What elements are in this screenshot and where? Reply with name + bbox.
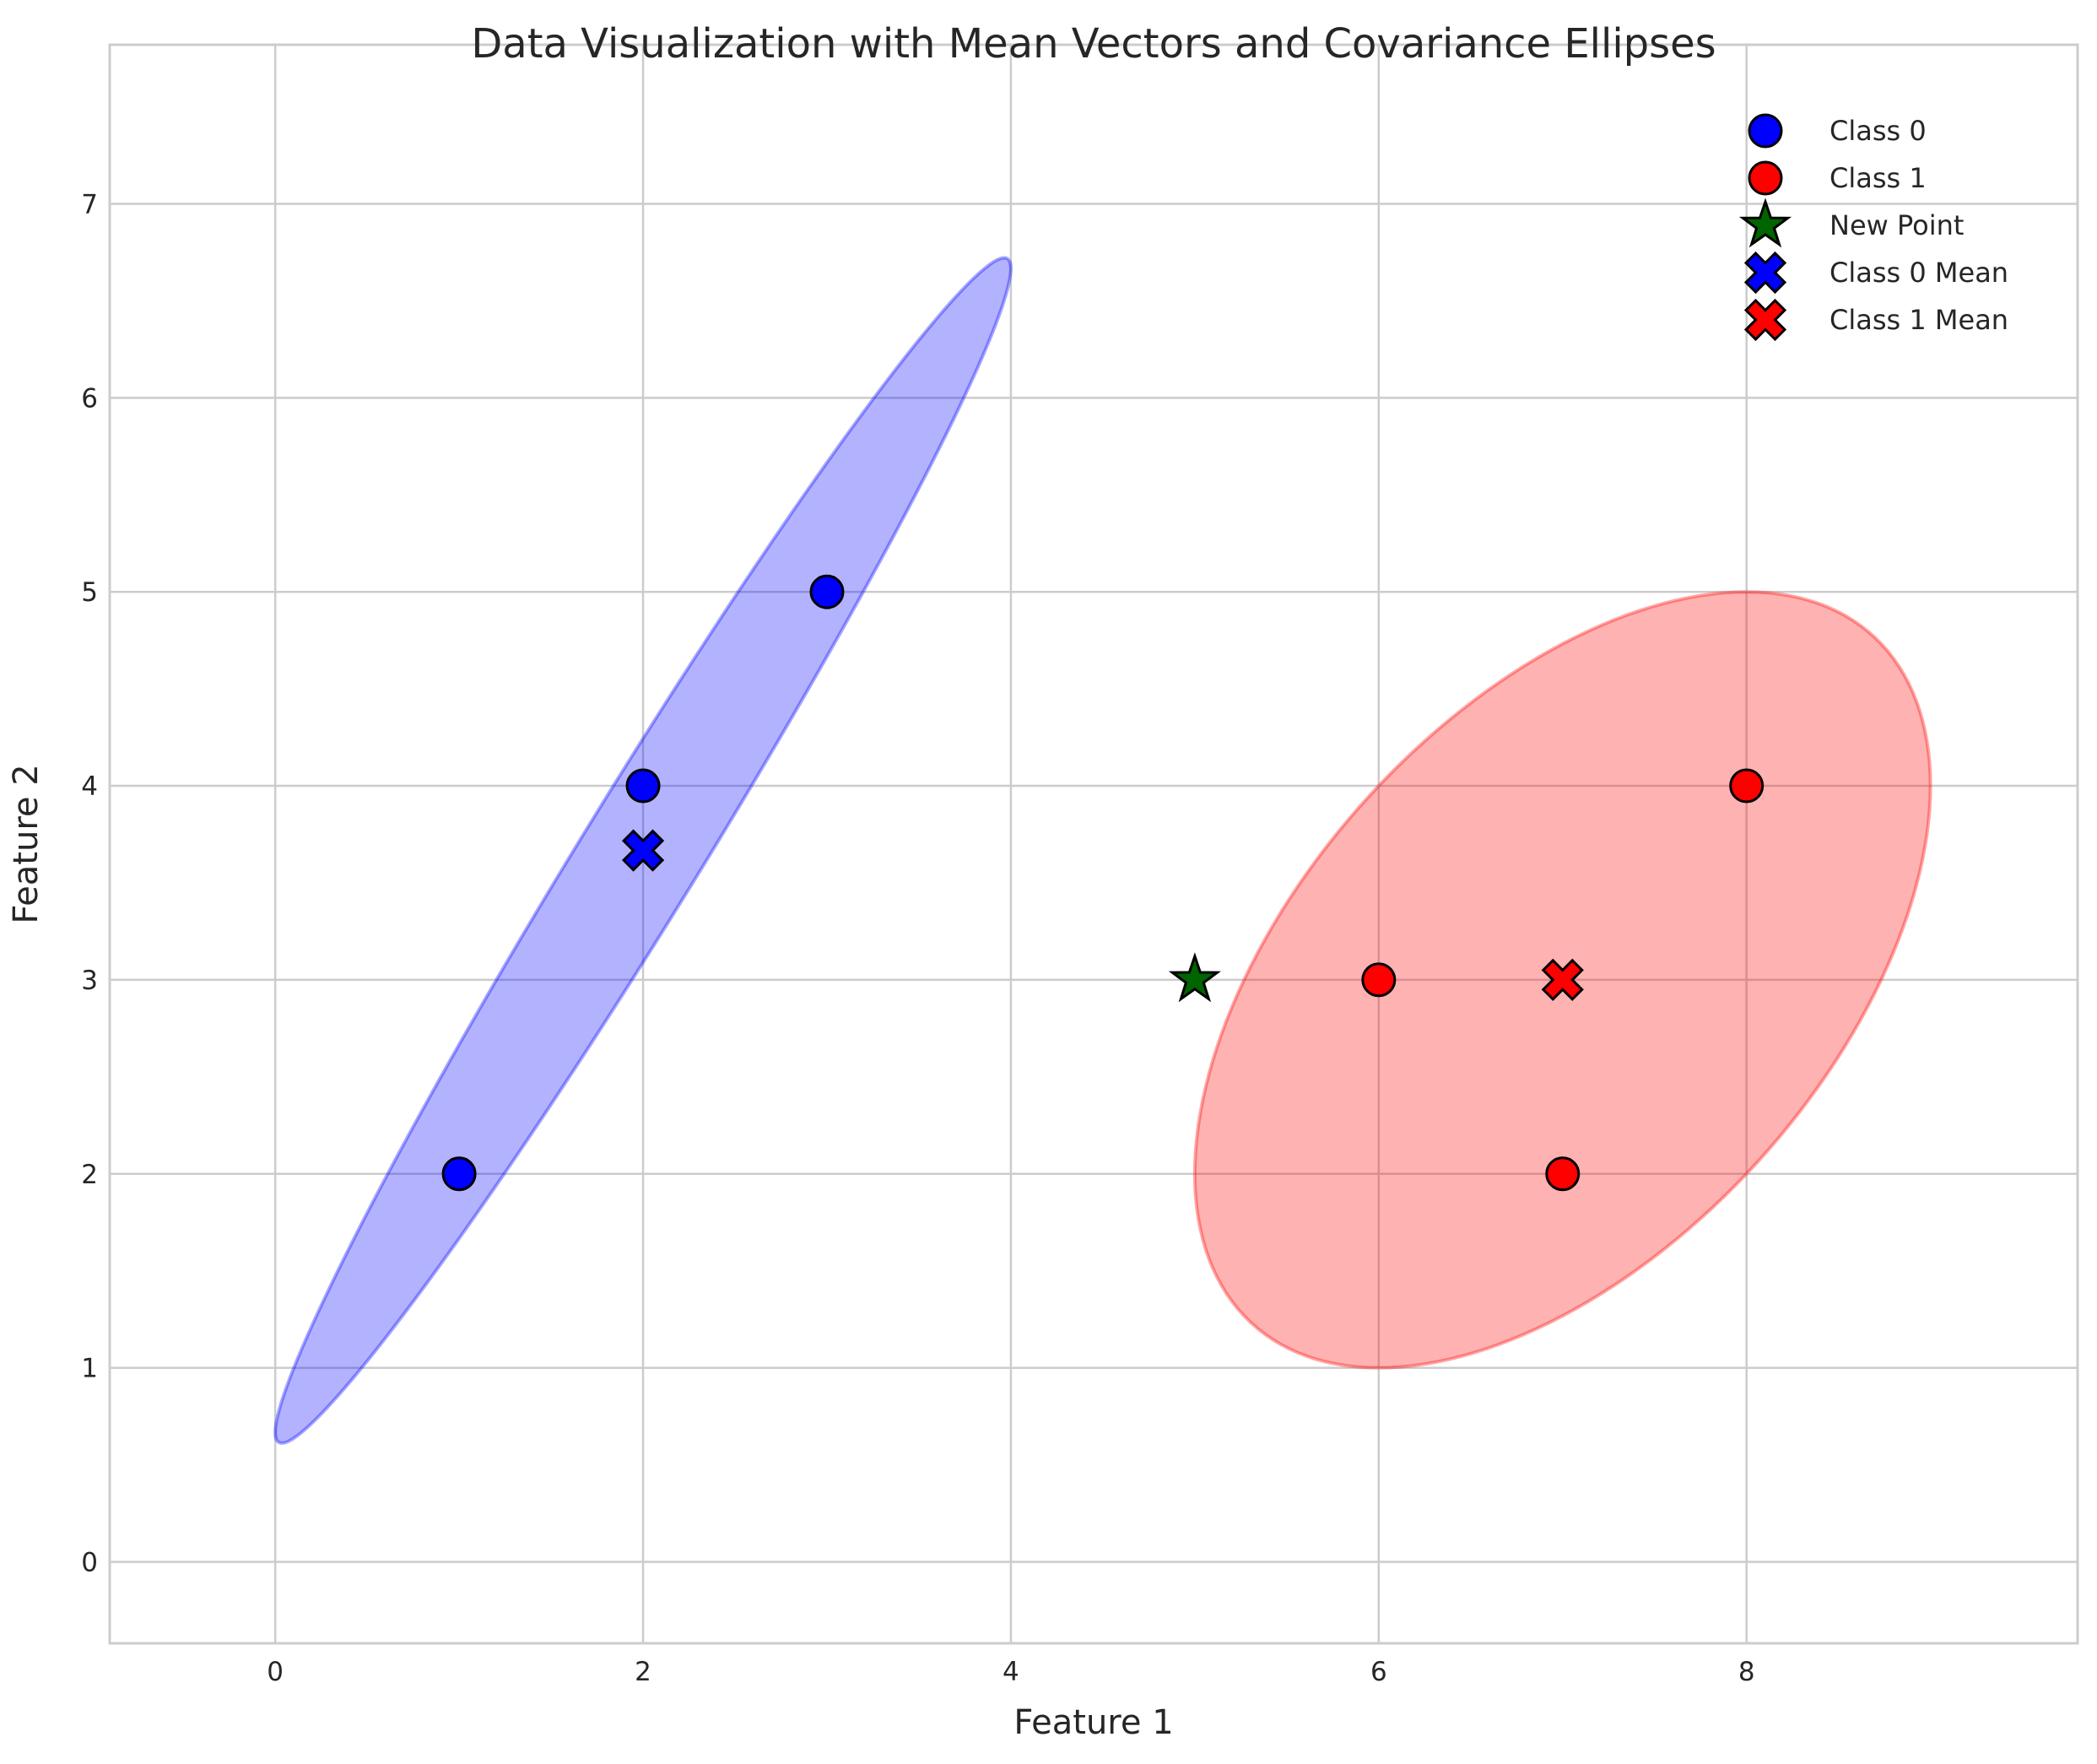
legend-label-class-0: Class 0 [1829, 115, 1927, 147]
legend-marker-class-1-mean [1743, 298, 1787, 342]
y-tick-label-4: 4 [81, 771, 98, 802]
y-tick-label-2: 2 [81, 1160, 98, 1190]
legend-marker-class-0 [1748, 113, 1783, 149]
plot-frame [108, 43, 2079, 1645]
new-point-point-0 [1168, 952, 1221, 1003]
class-0-point-2 [809, 574, 845, 609]
y-tick-label-3: 3 [81, 966, 98, 996]
class-1-point-0 [1361, 962, 1397, 998]
chart-title: Data Visualization with Mean Vectors and… [471, 20, 1716, 68]
legend-label-new-point: New Point [1829, 209, 1964, 241]
legend-marker-new-point [1738, 198, 1792, 248]
y-tick-label-7: 7 [81, 189, 98, 219]
legend-marker-class-0-mean [1743, 251, 1787, 295]
class-1-point-2 [1729, 768, 1765, 804]
legend-label-class-0-mean: Class 0 Mean [1829, 257, 2008, 289]
class-1-point-1 [1545, 1156, 1581, 1192]
x-tick-label-3: 6 [1370, 1657, 1387, 1687]
y-tick-label-1: 1 [81, 1354, 98, 1384]
class-0-point-0 [441, 1156, 477, 1192]
class-0-mean-point-0 [621, 829, 665, 872]
legend: Class 0 Class 1 New Point Class 0 Mean Class… [1738, 113, 2008, 342]
class-0-point-1 [625, 768, 661, 804]
x-axis-label: Feature 1 [1013, 1703, 1173, 1742]
y-tick-label-0: 0 [81, 1547, 98, 1577]
tick-labels: 0 2 4 6 8 0 1 2 3 4 5 6 7 [81, 189, 1754, 1687]
legend-marker-class-1 [1748, 160, 1783, 196]
x-tick-label-0: 0 [267, 1657, 284, 1687]
x-tick-label-2: 4 [1003, 1657, 1019, 1687]
x-tick-label-4: 8 [1738, 1657, 1755, 1687]
data-points [441, 574, 1765, 1192]
class-1-mean-point-0 [1541, 958, 1584, 1002]
y-tick-label-5: 5 [81, 577, 98, 608]
x-tick-label-1: 2 [635, 1657, 651, 1687]
y-tick-label-6: 6 [81, 383, 98, 414]
legend-label-class-1-mean: Class 1 Mean [1829, 304, 2008, 336]
legend-label-class-1: Class 1 [1829, 162, 1927, 194]
y-axis-label: Feature 2 [7, 764, 46, 923]
